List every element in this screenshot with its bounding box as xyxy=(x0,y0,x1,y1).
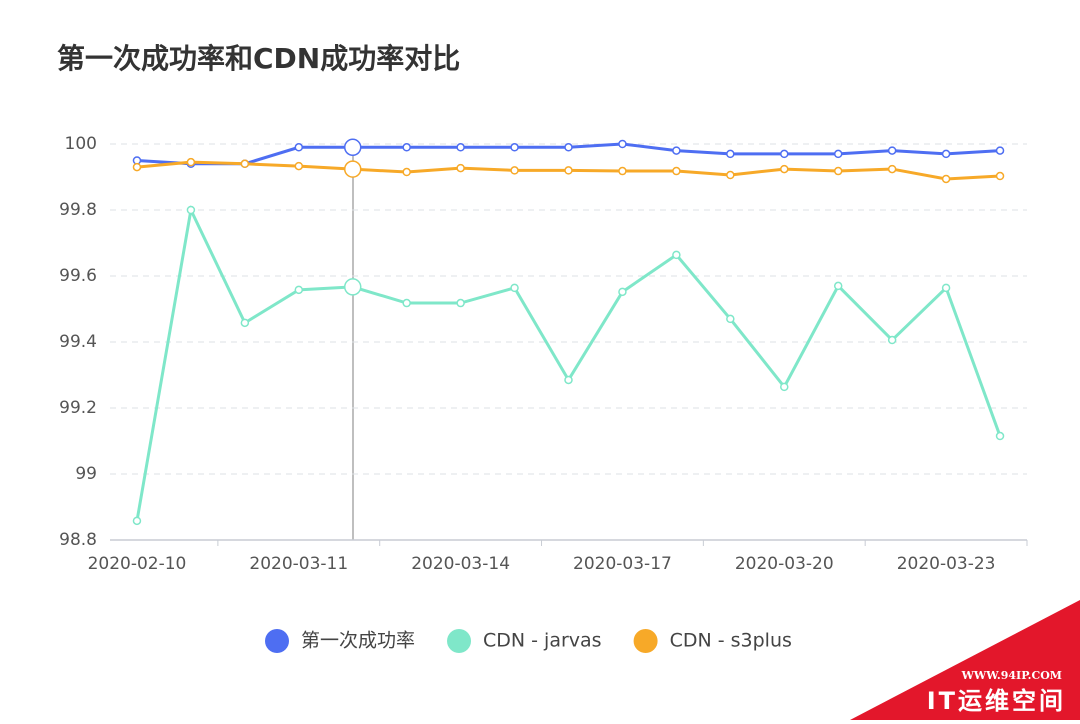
data-point xyxy=(726,149,735,159)
y-tick-label: 99.8 xyxy=(59,200,97,220)
data-point xyxy=(564,375,573,385)
data-point xyxy=(672,146,681,155)
data-point xyxy=(510,283,519,293)
legend-marker xyxy=(447,629,472,653)
data-point xyxy=(833,281,843,291)
legend-label: CDN - jarvas xyxy=(483,630,602,652)
data-point xyxy=(618,139,627,149)
data-point xyxy=(618,166,627,176)
watermark-name: IT运维空间 xyxy=(927,687,1066,715)
data-point xyxy=(941,149,951,159)
data-point xyxy=(186,205,196,215)
data-point xyxy=(780,382,789,392)
x-tick-label: 2020-03-17 xyxy=(573,554,672,574)
y-tick-label: 100 xyxy=(65,134,97,154)
x-tick-label: 2020-03-20 xyxy=(735,554,834,574)
data-point xyxy=(618,287,627,297)
data-point xyxy=(132,162,142,172)
data-point xyxy=(456,143,465,152)
data-point xyxy=(780,164,789,174)
y-tick-label: 99.6 xyxy=(59,266,97,286)
data-point xyxy=(402,143,411,152)
legend-label: 第一次成功率 xyxy=(301,630,415,652)
data-point xyxy=(564,166,573,175)
watermark-bg xyxy=(850,600,1080,720)
data-point xyxy=(343,160,362,178)
data-point xyxy=(941,174,951,184)
data-point xyxy=(941,283,951,293)
data-point xyxy=(294,285,304,295)
legend-marker xyxy=(265,629,289,653)
chart-title: 第一次成功率和CDN成功率对比 xyxy=(57,42,460,75)
data-point xyxy=(887,164,897,174)
data-point xyxy=(672,166,681,176)
data-point xyxy=(456,163,465,173)
data-point xyxy=(564,143,573,152)
data-point xyxy=(343,138,362,157)
y-tick-label: 99 xyxy=(75,464,97,484)
y-tick-label: 99.4 xyxy=(59,332,97,352)
data-point xyxy=(456,298,465,308)
data-point xyxy=(995,146,1005,155)
data-point xyxy=(402,167,411,177)
data-point xyxy=(294,161,304,171)
y-tick-label: 98.8 xyxy=(59,530,97,550)
data-point xyxy=(510,143,519,152)
data-point xyxy=(833,166,843,176)
data-point xyxy=(887,335,897,345)
data-point xyxy=(402,298,411,308)
data-point xyxy=(343,278,362,296)
data-point xyxy=(294,143,304,152)
data-point xyxy=(672,250,681,260)
data-point xyxy=(510,166,519,175)
data-point xyxy=(726,170,735,180)
data-point xyxy=(995,431,1005,441)
data-point xyxy=(132,516,142,526)
data-point xyxy=(887,146,897,155)
watermark-url: WWW.94IP.COM xyxy=(961,669,1062,682)
x-tick-label: 2020-03-23 xyxy=(897,554,996,574)
x-tick-label: 2020-02-10 xyxy=(88,554,187,574)
data-point xyxy=(240,318,250,328)
x-tick-label: 2020-03-11 xyxy=(249,554,348,574)
data-point xyxy=(995,171,1005,181)
x-tick-label: 2020-03-14 xyxy=(411,554,510,574)
data-point xyxy=(726,314,735,324)
y-tick-label: 99.2 xyxy=(59,398,97,418)
data-point xyxy=(833,149,843,159)
data-point xyxy=(186,157,196,167)
data-point xyxy=(240,159,250,169)
legend-label: CDN - s3plus xyxy=(670,630,792,652)
legend-marker xyxy=(633,629,658,653)
data-point xyxy=(780,149,789,159)
